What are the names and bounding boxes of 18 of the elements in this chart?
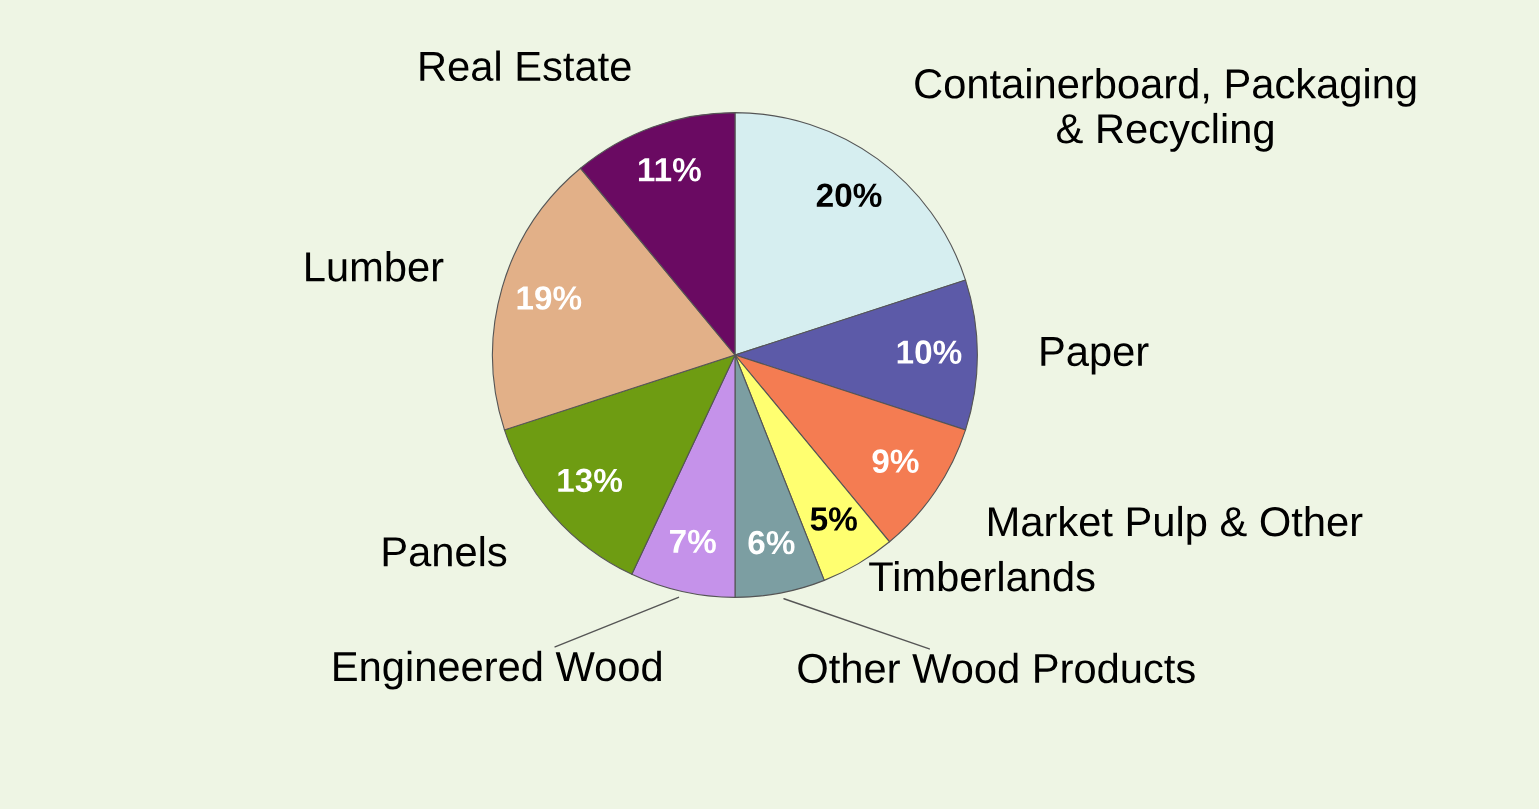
data-label: 11% — [638, 157, 701, 182]
slice-label: Paper — [1041, 337, 1149, 375]
data-label: 6% — [748, 530, 795, 555]
data-label: 5% — [810, 507, 857, 531]
data-label: 9% — [872, 449, 919, 473]
data-label: 7% — [670, 529, 716, 554]
data-label: 13% — [558, 468, 623, 493]
data-label: 19% — [517, 286, 582, 310]
slice-label: Market Pulp & Other — [989, 505, 1363, 545]
data-label: 20% — [816, 183, 882, 208]
slice-label: Panels — [383, 535, 507, 567]
slice-label: Other Wood Products — [798, 652, 1195, 684]
slice-label: Lumber — [306, 251, 444, 282]
slice-label: Engineered Wood — [334, 650, 661, 690]
slice-label: Containerboard, Packaging & Recycling — [915, 68, 1416, 152]
slice-label: Timberlands — [869, 560, 1095, 592]
data-label: 10% — [897, 340, 962, 364]
slice-label: Real Estate — [420, 50, 631, 82]
